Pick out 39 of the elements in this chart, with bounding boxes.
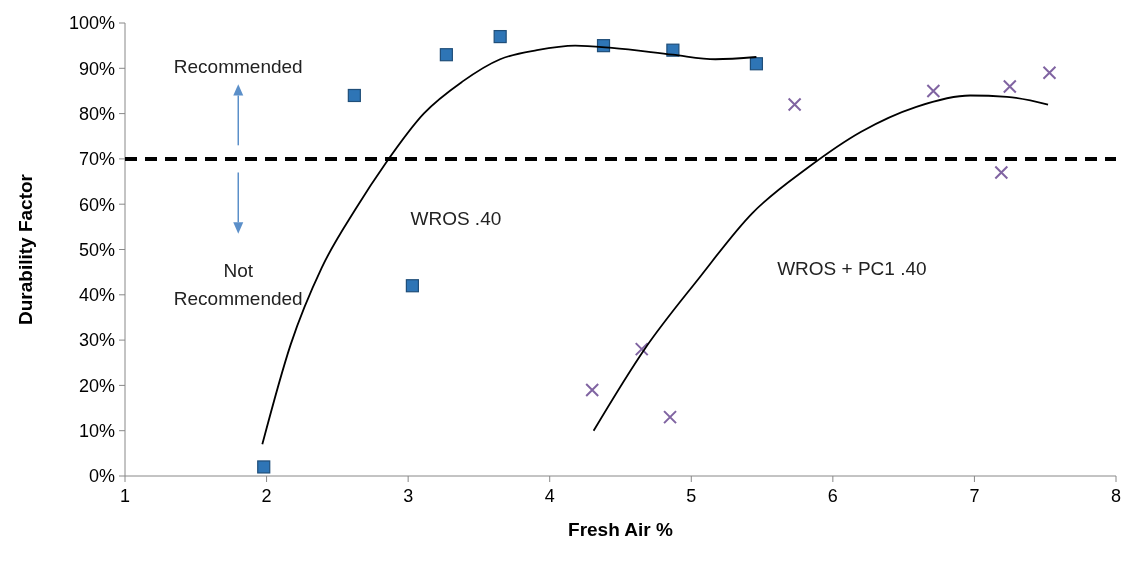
point xyxy=(787,97,802,112)
y-tick-label: 70% xyxy=(78,149,115,170)
y-tick-label: 100% xyxy=(68,13,115,34)
y-axis-title: Durability Factor xyxy=(15,173,36,325)
point xyxy=(749,57,764,71)
point xyxy=(493,29,507,44)
x-tick-label: 6 xyxy=(827,486,838,506)
x-tick-label: 8 xyxy=(1110,486,1122,506)
point xyxy=(439,48,453,62)
y-tick-label: 20% xyxy=(78,375,115,396)
x-tick-label: 5 xyxy=(686,486,697,506)
x-axis-title: Fresh Air % xyxy=(568,519,674,540)
point xyxy=(585,382,600,397)
point xyxy=(347,88,361,103)
x-tick-label: 3 xyxy=(403,486,414,506)
y-tick-label: 80% xyxy=(78,103,115,124)
y-tick-label: 90% xyxy=(78,58,115,79)
point xyxy=(257,460,271,474)
x-tick-label: 7 xyxy=(969,486,980,506)
x-tick-label: 1 xyxy=(119,486,131,506)
point xyxy=(405,279,419,293)
point xyxy=(1002,79,1017,94)
y-tick-label: 0% xyxy=(88,466,115,487)
y-tick-label: 60% xyxy=(78,194,115,215)
annotation: Not Recommended xyxy=(173,259,303,310)
point xyxy=(1042,65,1057,80)
y-tick-label: 40% xyxy=(78,285,115,306)
text: WROS .40 xyxy=(410,208,502,230)
y-tick-label: 50% xyxy=(78,239,115,260)
x-tick-label: 2 xyxy=(261,486,272,506)
point xyxy=(994,165,1009,180)
point xyxy=(634,342,649,357)
x-tick-label: 4 xyxy=(544,486,555,506)
y-tick-label: 10% xyxy=(78,421,115,441)
point xyxy=(926,83,941,98)
text: WROS + PC1 .40 xyxy=(777,258,927,280)
point xyxy=(663,410,678,425)
annotation: Recommended xyxy=(173,55,303,77)
y-tick-label: 30% xyxy=(78,330,115,351)
